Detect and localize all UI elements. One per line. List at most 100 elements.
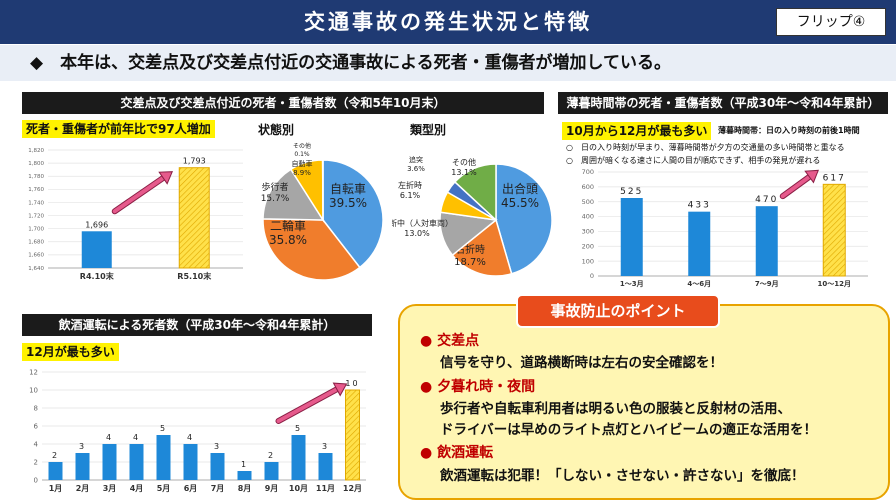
increase-arrow-shaft	[112, 175, 166, 214]
pie-slice-name: 自転車	[330, 182, 366, 196]
x-tick-label: 1月	[49, 484, 63, 493]
y-tick-label: 6	[34, 422, 39, 430]
pie-slice-name: その他	[452, 157, 476, 167]
y-tick-label: 1,760	[28, 187, 44, 193]
bar-value-label: 3	[322, 442, 329, 451]
pie-slice-name: その他	[293, 142, 311, 150]
y-tick-label: 400	[582, 213, 594, 221]
bar-value-label: 1,793	[183, 157, 206, 166]
bar	[620, 198, 643, 276]
x-tick-label: 2月	[76, 484, 90, 493]
title-bar	[0, 0, 896, 44]
y-tick-label: 700	[582, 168, 594, 176]
y-tick-label: 1,740	[28, 200, 44, 206]
x-tick-label: 6月	[184, 484, 198, 493]
bar	[129, 444, 144, 480]
y-tick-label: 1,720	[28, 213, 44, 219]
bar-value-label: 3	[79, 442, 86, 451]
bar-value-label: 617	[823, 173, 846, 183]
intersection-panel-header: 交差点及び交差点付近の死者・重傷者数（令和5年10月末）	[22, 92, 544, 114]
bar	[345, 389, 360, 481]
x-tick-label: R5.10末	[177, 271, 211, 281]
x-tick-label: 5月	[157, 484, 171, 493]
y-tick-label: 1,680	[28, 240, 44, 246]
pie-slice	[451, 218, 513, 277]
type-pie-chart: 出合頭45.5%右折時18.7%横断中（人対車両）13.0%左折時6.1%追突3…	[392, 155, 553, 277]
pie-slice-name: 左折時	[398, 180, 422, 190]
point-drunk-head: ● 飲酒運転	[420, 445, 494, 461]
pie-slice-name: 出合頭	[502, 181, 538, 196]
pie-slice-value: 13.0%	[404, 229, 430, 238]
bar	[237, 471, 252, 480]
pie-slice-value: 39.5%	[329, 196, 367, 210]
pie-slice-name: 横断中（人対車両）	[392, 218, 453, 228]
bar	[688, 211, 711, 276]
bar-value-label: 3	[214, 442, 221, 451]
bar-value-label: 2	[52, 451, 59, 460]
bar-value-label: 5	[295, 424, 302, 433]
dusk-arrow-head	[804, 169, 820, 184]
point-dusk-body-2: ドライバーは早めのライト点灯とハイビームの適正な活用を！	[440, 422, 818, 438]
point-intersection-body: 信号を守り、道路横断時は左右の安全確認を！	[440, 355, 723, 371]
point-dusk-head: ● 夕暮れ時・夜間	[420, 379, 536, 395]
drunk-bar-chart: 12 10 8 6 4 2 0 2 1月 3 2月 4 3月 4 4月 5 5月 4 6月 3 7月 1 8月 2 9月 5 10月…	[22, 362, 372, 500]
x-tick-label: 3月	[103, 484, 117, 493]
bar	[178, 167, 210, 269]
drunk-arrow-head	[332, 382, 348, 397]
x-tick-label: 8月	[238, 484, 252, 493]
bar-value-label: 4	[106, 433, 113, 442]
prevention-points-box	[398, 304, 890, 500]
y-tick-label: 1,820	[28, 148, 44, 154]
bar	[822, 183, 846, 277]
pie-slice-name: 自動車	[292, 159, 313, 168]
pie-slice	[262, 168, 325, 221]
dusk-note: 薄暮時間帯：日の入り時刻の前後1時間	[718, 126, 860, 135]
bar	[318, 453, 333, 480]
bar	[102, 444, 117, 480]
subtitle: ◆ 本年は、交差点及び交差点付近の交通事故による死者・重傷者が増加している。	[30, 53, 672, 73]
bar	[291, 435, 306, 480]
x-tick-label: R4.10末	[80, 271, 114, 281]
bar-value-label: 1	[241, 460, 248, 469]
page-title: 交通事故の発生状況と特徴	[304, 10, 592, 34]
x-tick-label: 10～12月	[818, 280, 851, 288]
y-tick-label: 10	[29, 386, 38, 394]
y-tick-label: 200	[582, 242, 594, 250]
pie-slice-value: 6.1%	[400, 191, 421, 200]
x-tick-label: 9月	[265, 484, 279, 493]
drunk-arrow-shaft	[276, 387, 339, 423]
y-tick-label: 600	[582, 183, 594, 191]
y-tick-label: 500	[582, 198, 594, 206]
bar	[210, 453, 225, 480]
type-chart-label: 類型別	[410, 123, 447, 137]
dusk-highlight: 10月から12月が最も多い	[562, 122, 712, 140]
x-tick-label: 7月	[211, 484, 225, 493]
pie-slice	[453, 163, 497, 222]
bar-value-label: 433	[688, 201, 711, 211]
pie-slice	[262, 218, 361, 281]
drunk-highlight: 12月が最も多い	[22, 343, 119, 361]
bar	[183, 444, 198, 480]
y-tick-label: 0	[590, 272, 594, 280]
pie-slice-value: 15.7%	[261, 194, 290, 204]
x-tick-label: 12月	[343, 484, 362, 493]
bar-value-label: 470	[755, 195, 778, 205]
pie-slice-value: 0.1%	[294, 151, 310, 158]
y-tick-label: 8	[34, 404, 38, 412]
bar	[75, 453, 90, 480]
pie-slice-value: 3.6%	[407, 165, 425, 173]
y-tick-label: 300	[582, 228, 594, 236]
drunk-panel-header: 飲酒運転による死者数（平成30年～令和4年累計）	[22, 314, 372, 336]
pie-slice-name: 追突	[409, 155, 423, 164]
increase-arrow-head	[158, 171, 174, 185]
pie-slice-value: 8.9%	[293, 169, 311, 177]
dusk-arrow-shaft	[780, 174, 812, 199]
state-chart-label: 状態別	[258, 123, 295, 137]
y-tick-label: 2	[34, 458, 38, 466]
bar-value-label: 10	[345, 379, 359, 388]
y-tick-label: 4	[34, 440, 39, 448]
dusk-bullet-1: ○ 日の入り時刻が早まり、薄暮時間帯が夕方の交通量の多い時間帯と重なる	[566, 143, 845, 152]
x-tick-label: 11月	[316, 484, 335, 493]
prevention-points-title: 事故防止のポイント	[516, 294, 720, 328]
